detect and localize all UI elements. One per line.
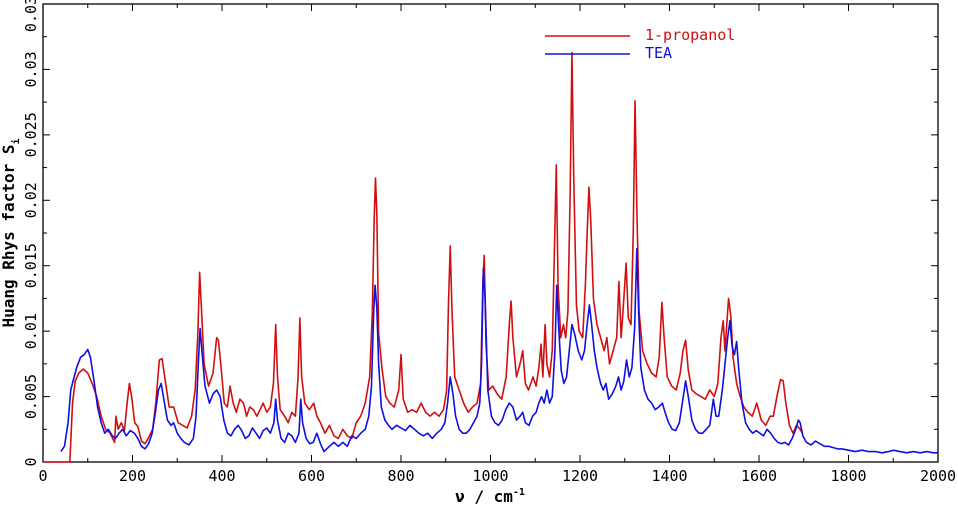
y-tick-label: 0	[22, 457, 40, 466]
x-tick-label: 600	[298, 467, 325, 485]
y-tick-label: 0.03	[22, 51, 40, 87]
y-axis-label-sub: i	[10, 138, 22, 144]
y-tick-label: 0.005	[22, 374, 40, 419]
x-tick-label: 1600	[741, 467, 777, 485]
x-axis-label: ν / cm-1	[455, 487, 525, 506]
x-tick-label: 1000	[472, 467, 508, 485]
y-tick-label: 0.025	[22, 112, 40, 157]
x-tick-label: 1200	[562, 467, 598, 485]
legend: 1-propanol TEA	[545, 26, 735, 62]
y-tick-label: 0.03	[22, 0, 40, 32]
x-axis-label-main: ν / cm	[455, 487, 513, 506]
x-tick-label: 0	[38, 467, 47, 485]
x-tick-label: 1800	[830, 467, 866, 485]
x-tick-label: 400	[208, 467, 235, 485]
x-axis-label-sup: -1	[513, 487, 525, 498]
y-tick-label: 0.015	[22, 243, 40, 288]
y-axis-label: Huang Rhys factor Si	[0, 138, 22, 327]
series-line-tea	[60, 247, 938, 454]
legend-label-1-propanol: 1-propanol	[645, 26, 735, 44]
x-axis-ticks: 0 200 400 600 800 1000 1200 1400 1600 1800 2000	[38, 4, 956, 485]
y-axis-label-main: Huang Rhys factor S	[0, 145, 18, 328]
x-tick-label: 200	[119, 467, 146, 485]
series-layer	[43, 51, 938, 463]
y-tick-label: 0.01	[22, 313, 40, 349]
y-tick-label: 0.02	[22, 182, 40, 218]
x-tick-label: 2000	[920, 467, 956, 485]
x-tick-label: 800	[387, 467, 414, 485]
plot-frame	[42, 3, 939, 463]
legend-label-tea: TEA	[645, 44, 672, 62]
y-axis-ticks: 0 0.005 0.01 0.015 0.02 0.025 0.03 0.03	[22, 0, 938, 467]
x-tick-label: 1400	[651, 467, 687, 485]
series-line-1-propanol	[43, 51, 804, 463]
